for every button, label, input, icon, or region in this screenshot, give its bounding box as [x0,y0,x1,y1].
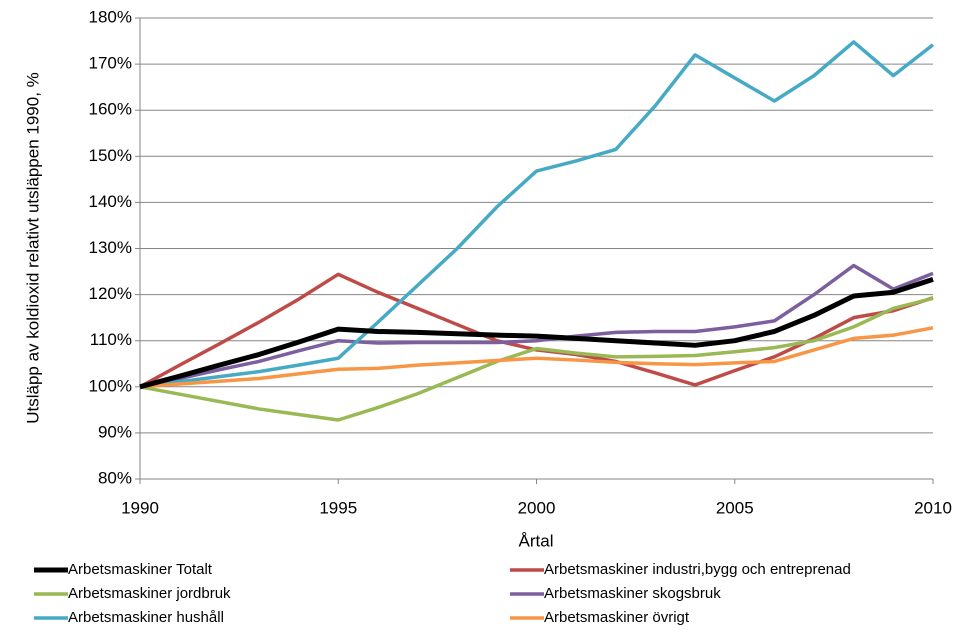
y-tick-label: 170% [89,54,132,73]
series-line [139,326,934,389]
y-tick-label: 130% [89,238,132,257]
x-tick-label: 2010 [914,498,952,517]
y-tick-label: 100% [89,376,132,395]
x-tick-label: 1995 [319,498,357,517]
legend-label: Arbetsmaskiner industri,bygg och entrepr… [544,561,851,578]
y-tick-label: 160% [89,100,132,119]
y-tick-label: 150% [89,146,132,165]
y-tick-label: 90% [98,422,132,441]
y-tick-label: 110% [90,330,132,349]
series-line [139,296,934,422]
series-line [139,277,934,390]
y-tick-label: 120% [89,284,132,303]
x-tick-label: 2000 [518,498,556,517]
y-tick-label: 80% [98,468,132,487]
x-axis-label: Årtal [519,531,554,550]
series-line [139,263,934,389]
legend-label: Arbetsmaskiner jordbruk [68,585,231,602]
legend-label: Arbetsmaskiner skogsbruk [544,585,721,602]
y-tick-label: 180% [89,7,132,26]
legend-label: Arbetsmaskiner Totalt [68,561,213,578]
x-tick-label: 2005 [716,498,754,517]
legend-label: Arbetsmaskiner övrigt [544,609,690,626]
y-tick-label: 140% [89,192,132,211]
y-axis-label: Utsläpp av koldioxid relativt utsläppen … [23,72,42,424]
series-line [139,40,935,389]
x-tick-label: 1990 [121,498,159,517]
legend-label: Arbetsmaskiner hushåll [68,609,224,626]
